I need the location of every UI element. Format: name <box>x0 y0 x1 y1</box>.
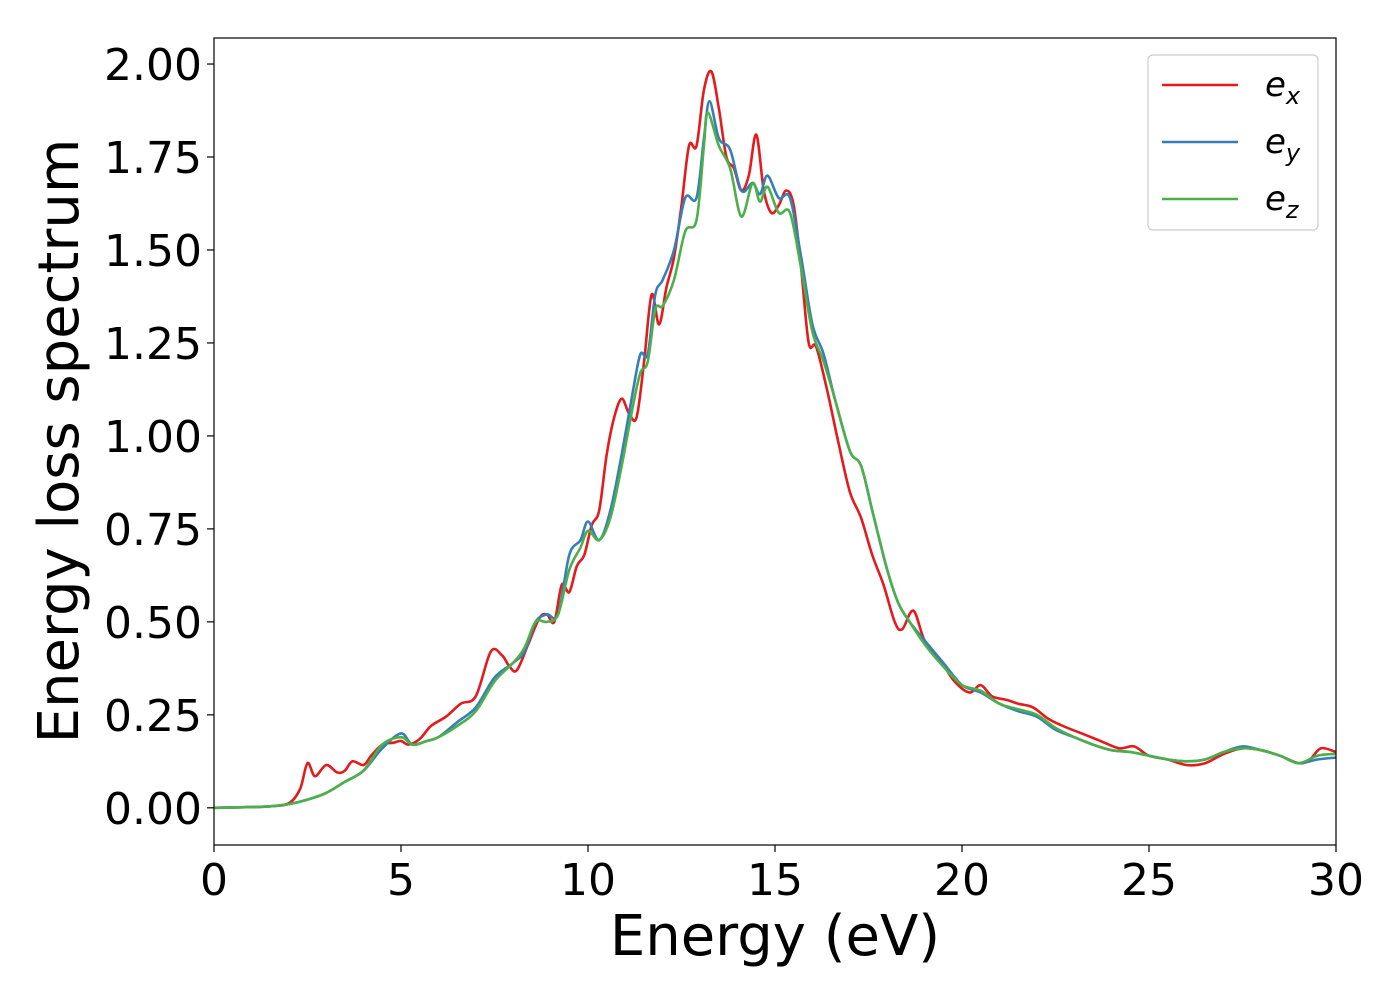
legend-label-y: ey <box>1265 122 1301 167</box>
y-tick-label: 1.50 <box>104 226 202 277</box>
y-tick-label: 0.00 <box>104 784 202 835</box>
y-tick-label: 0.75 <box>104 505 202 556</box>
x-tick-label: 20 <box>934 855 990 906</box>
x-axis-label: Energy (eV) <box>610 904 940 969</box>
x-tick-label: 30 <box>1308 855 1364 906</box>
y-axis-label: Energy loss spectrum <box>27 139 92 744</box>
series-line-z <box>214 111 1336 810</box>
x-tick-label: 10 <box>560 855 616 906</box>
y-tick-label: 0.25 <box>104 691 202 742</box>
ticks-layer: 0 5 10 15 20 25 30 0.00 0.25 0.50 0.75 1.00 1.25 1.50… <box>104 40 1364 906</box>
series-layer <box>214 69 1336 810</box>
x-tick-label: 15 <box>747 855 803 906</box>
y-tick-label: 1.75 <box>104 133 202 184</box>
x-tick-label: 0 <box>200 855 228 906</box>
x-tick-label: 5 <box>387 855 415 906</box>
y-tick-label: 2.00 <box>104 40 202 91</box>
y-tick-label: 0.50 <box>104 598 202 649</box>
series-line-x <box>214 69 1336 810</box>
y-tick-label: 1.25 <box>104 319 202 370</box>
y-tick-label: 1.00 <box>104 412 202 463</box>
x-tick-label: 25 <box>1121 855 1177 906</box>
